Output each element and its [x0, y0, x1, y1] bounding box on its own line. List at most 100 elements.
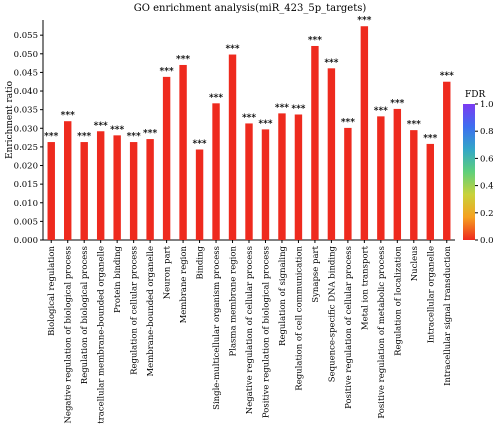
- bar-18: [327, 68, 336, 241]
- significance-label: ***: [143, 129, 157, 139]
- category-label: Biological regulation: [47, 245, 57, 335]
- bar-14: [261, 129, 270, 240]
- significance-label: ***: [390, 99, 404, 109]
- legend-tick-label: 0.8: [480, 127, 494, 137]
- y-tick-label: 0.045: [14, 68, 38, 78]
- category-label: Intracellular membrane-bounded organelle: [97, 246, 107, 424]
- fdr-color-bar: [463, 104, 475, 240]
- significance-label: ***: [308, 36, 322, 46]
- y-tick-label: 0.005: [14, 217, 38, 227]
- y-tick-label: 0.015: [14, 180, 38, 190]
- significance-label: ***: [94, 121, 108, 131]
- significance-label: ***: [291, 104, 305, 114]
- bar-15: [278, 113, 286, 240]
- y-tick-label: 0.030: [14, 124, 38, 134]
- category-label: Regulation of biological process: [80, 246, 90, 384]
- bar-9: [179, 64, 187, 240]
- plot-area: 0.000 0.005 0.010 0.015 0.020 0.025 0.030 0.035…: [14, 16, 455, 424]
- category-label: Synapse part: [311, 245, 321, 302]
- fdr-legend: FDR 1.0 0.8 0.6 0.4 0.2 0.0: [463, 90, 494, 246]
- bar-11: [212, 103, 220, 241]
- bar-24: [426, 143, 434, 240]
- y-tick-label: 0.035: [14, 106, 38, 116]
- significance-label: ***: [324, 58, 338, 68]
- bar-4: [96, 131, 105, 240]
- legend-tick-label: 0.0: [480, 236, 494, 246]
- category-label: Positive regulation of cellular process: [344, 246, 354, 409]
- category-label: Negative regulation of biological proces…: [64, 246, 74, 424]
- category-label: Single-multicellular organism process: [212, 246, 222, 410]
- legend-tick-label: 0.2: [480, 209, 494, 219]
- significance-label: ***: [160, 67, 174, 77]
- significance-label: ***: [110, 125, 124, 135]
- bar-7: [146, 139, 154, 240]
- y-axis-label: Enrichment ratio: [5, 81, 15, 159]
- y-tick-label: 0.025: [14, 143, 38, 153]
- bar-19: [344, 127, 352, 240]
- bar-6: [129, 142, 138, 240]
- bar-8: [162, 76, 171, 241]
- y-tick-label: 0.000: [14, 236, 38, 246]
- category-label: Sequence-specific DNA binding: [327, 245, 337, 382]
- category-label: Regulation of localization: [393, 245, 403, 355]
- significance-label: ***: [209, 93, 223, 103]
- category-label: Nucleus: [410, 246, 420, 281]
- bar-3: [80, 142, 88, 240]
- y-tick-label: 0.055: [14, 31, 38, 41]
- bar-16: [294, 114, 303, 240]
- bar-10: [195, 149, 204, 240]
- significance-label: ***: [225, 45, 239, 55]
- category-label: Intracellular signal transduction: [443, 245, 453, 385]
- category-label: Regulation of cellular process: [130, 246, 140, 375]
- category-label: Regulation of signaling: [278, 245, 288, 346]
- category-label: Plasma membrane region: [229, 245, 239, 356]
- bar-20: [360, 26, 369, 240]
- y-tick-label: 0.040: [14, 87, 38, 97]
- bar-21: [377, 116, 385, 240]
- significance-label: ***: [242, 113, 256, 123]
- significance-label: ***: [176, 55, 190, 65]
- category-label: Regulation of cell communication: [294, 245, 304, 390]
- significance-label: ***: [77, 132, 91, 142]
- category-label: Positive regulation of metabolic process: [377, 246, 387, 419]
- legend-tick-label: 1.0: [480, 100, 494, 110]
- category-label: Membrane region: [179, 245, 189, 323]
- category-label: Membrane-bounded organelle: [146, 246, 156, 377]
- bar-25: [443, 81, 451, 240]
- category-label: Negative regulation of cellular process: [245, 246, 255, 414]
- legend-tick-label: 0.4: [480, 182, 494, 192]
- significance-label: ***: [275, 103, 289, 113]
- bar-23: [410, 130, 418, 240]
- significance-label: ***: [440, 72, 454, 82]
- significance-label: ***: [61, 111, 75, 121]
- category-label: Metal ion transport: [360, 245, 370, 330]
- bar-13: [245, 123, 253, 240]
- significance-label: ***: [127, 132, 141, 142]
- chart-title: GO enrichment analysis(miR_423_5p_target…: [134, 3, 367, 14]
- significance-label: ***: [357, 16, 371, 26]
- significance-label: ***: [423, 134, 437, 144]
- category-label: Positive regulation of biological proces…: [261, 246, 271, 418]
- y-tick-label: 0.020: [14, 162, 38, 172]
- bar-1: [47, 142, 55, 240]
- legend-title: FDR: [465, 90, 485, 100]
- legend-tick-label: 0.6: [480, 154, 494, 164]
- significance-label: ***: [44, 132, 58, 142]
- significance-label: ***: [341, 118, 355, 128]
- y-tick-label: 0.010: [14, 199, 38, 209]
- bar-12: [228, 54, 237, 240]
- category-label: Intracellular organelle: [426, 246, 436, 343]
- category-label: Protein binding: [113, 245, 123, 313]
- bar-17: [311, 45, 319, 240]
- bar-2: [64, 121, 72, 240]
- category-label: Neuron part: [163, 245, 173, 299]
- significance-label: ***: [374, 106, 388, 116]
- significance-label: ***: [407, 120, 421, 130]
- y-tick-label: 0.050: [14, 50, 38, 60]
- significance-label: ***: [192, 140, 206, 150]
- significance-label: ***: [258, 119, 272, 129]
- category-label: Binding: [196, 245, 206, 279]
- bar-22: [393, 108, 402, 241]
- bar-5: [113, 135, 121, 240]
